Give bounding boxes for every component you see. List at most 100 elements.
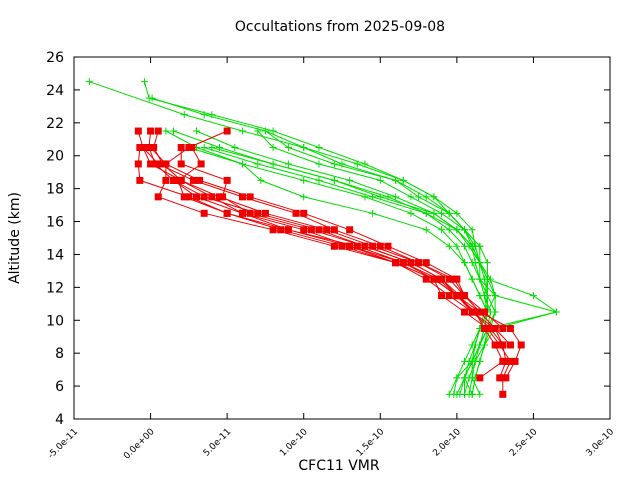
data-point-square xyxy=(136,176,144,184)
data-point-plus xyxy=(231,144,239,151)
profile-series-red xyxy=(174,144,476,316)
data-point-square xyxy=(197,160,205,168)
data-point-square xyxy=(487,325,495,332)
profile-line xyxy=(148,130,507,379)
data-point-square xyxy=(445,275,453,283)
y-tick-label: 20 xyxy=(46,149,64,165)
data-point-square xyxy=(453,292,461,300)
data-point-plus xyxy=(445,226,453,234)
data-point-square xyxy=(453,275,461,283)
data-point-plus xyxy=(529,292,537,300)
data-point-square xyxy=(369,242,377,250)
data-point-square xyxy=(254,209,262,217)
data-point-square xyxy=(170,176,178,184)
data-point-square xyxy=(384,242,392,250)
data-point-plus xyxy=(476,390,484,398)
data-point-square xyxy=(330,226,338,234)
data-point-square xyxy=(277,226,285,234)
data-point-plus xyxy=(170,127,178,135)
profile-line xyxy=(196,130,496,395)
x-tick-label: 2.0e-10 xyxy=(431,427,463,459)
profile-line xyxy=(188,147,489,395)
data-point-square xyxy=(480,308,488,316)
x-tick-label: -5.0e-11 xyxy=(46,427,80,461)
data-point-square xyxy=(238,193,246,201)
data-point-plus xyxy=(193,127,201,135)
data-point-square xyxy=(185,193,193,201)
data-point-plus xyxy=(284,160,292,168)
data-point-plus xyxy=(238,127,246,135)
data-point-plus xyxy=(180,111,188,119)
data-point-plus xyxy=(330,176,338,184)
data-point-plus xyxy=(487,275,495,283)
data-point-plus xyxy=(300,193,308,201)
data-point-square xyxy=(193,193,201,201)
data-point-plus xyxy=(284,144,292,151)
profile-series-green xyxy=(208,144,495,398)
y-tick-label: 24 xyxy=(46,83,64,99)
profile-line xyxy=(137,130,512,395)
data-point-square xyxy=(307,226,315,234)
data-point-plus xyxy=(208,144,216,151)
data-point-plus xyxy=(461,242,469,250)
data-point-plus xyxy=(148,94,156,102)
data-point-square xyxy=(506,341,514,349)
x-tick-label: 1.5e-10 xyxy=(355,427,387,459)
data-point-plus xyxy=(453,226,461,234)
data-point-square xyxy=(246,193,254,201)
data-point-plus xyxy=(140,78,148,86)
data-point-square xyxy=(346,226,354,234)
profile-line xyxy=(211,147,492,395)
data-point-plus xyxy=(254,127,262,135)
data-point-plus xyxy=(476,357,484,365)
data-point-plus xyxy=(487,308,495,316)
data-point-plus xyxy=(200,111,208,119)
profile-series-green xyxy=(162,127,491,398)
series-layer xyxy=(85,78,560,398)
profile-line xyxy=(157,130,504,379)
data-point-plus xyxy=(269,160,277,168)
data-point-square xyxy=(499,325,507,332)
profile-line xyxy=(143,81,489,395)
profile-series-red xyxy=(170,176,484,316)
data-point-square xyxy=(139,144,147,151)
data-point-plus xyxy=(471,259,479,267)
data-point-square xyxy=(511,357,519,365)
data-point-plus xyxy=(330,160,338,168)
data-point-square xyxy=(200,209,208,217)
data-point-plus xyxy=(392,176,400,184)
data-point-plus xyxy=(415,193,423,201)
data-point-plus xyxy=(261,127,269,135)
data-point-plus xyxy=(453,390,461,398)
data-point-square xyxy=(346,242,354,250)
data-point-square xyxy=(491,325,499,332)
data-point-square xyxy=(208,193,216,201)
data-point-plus xyxy=(476,275,484,283)
data-point-square xyxy=(292,209,300,217)
data-point-plus xyxy=(468,242,476,250)
data-point-square xyxy=(461,292,469,300)
data-point-square xyxy=(147,160,155,168)
data-point-plus xyxy=(361,160,369,168)
data-point-square xyxy=(177,144,185,151)
data-point-square xyxy=(147,127,155,135)
x-tick-label: 0.0e+00 xyxy=(122,427,157,462)
profile-series-red xyxy=(154,127,507,382)
data-point-plus xyxy=(491,292,499,300)
x-tick-label: 2.5e-10 xyxy=(508,427,540,459)
x-tick-label: 5.0e-11 xyxy=(202,427,234,459)
x-tick-label: 3.0e-10 xyxy=(585,427,617,459)
data-point-plus xyxy=(461,226,469,234)
data-point-square xyxy=(323,226,331,234)
data-point-plus xyxy=(468,226,476,234)
data-point-plus xyxy=(300,176,308,184)
data-point-plus xyxy=(483,259,491,267)
data-point-square xyxy=(392,259,400,267)
profile-line xyxy=(153,130,522,379)
data-point-square xyxy=(499,357,507,365)
data-point-square xyxy=(154,193,162,201)
data-point-square xyxy=(407,259,415,267)
data-point-square xyxy=(134,160,142,168)
